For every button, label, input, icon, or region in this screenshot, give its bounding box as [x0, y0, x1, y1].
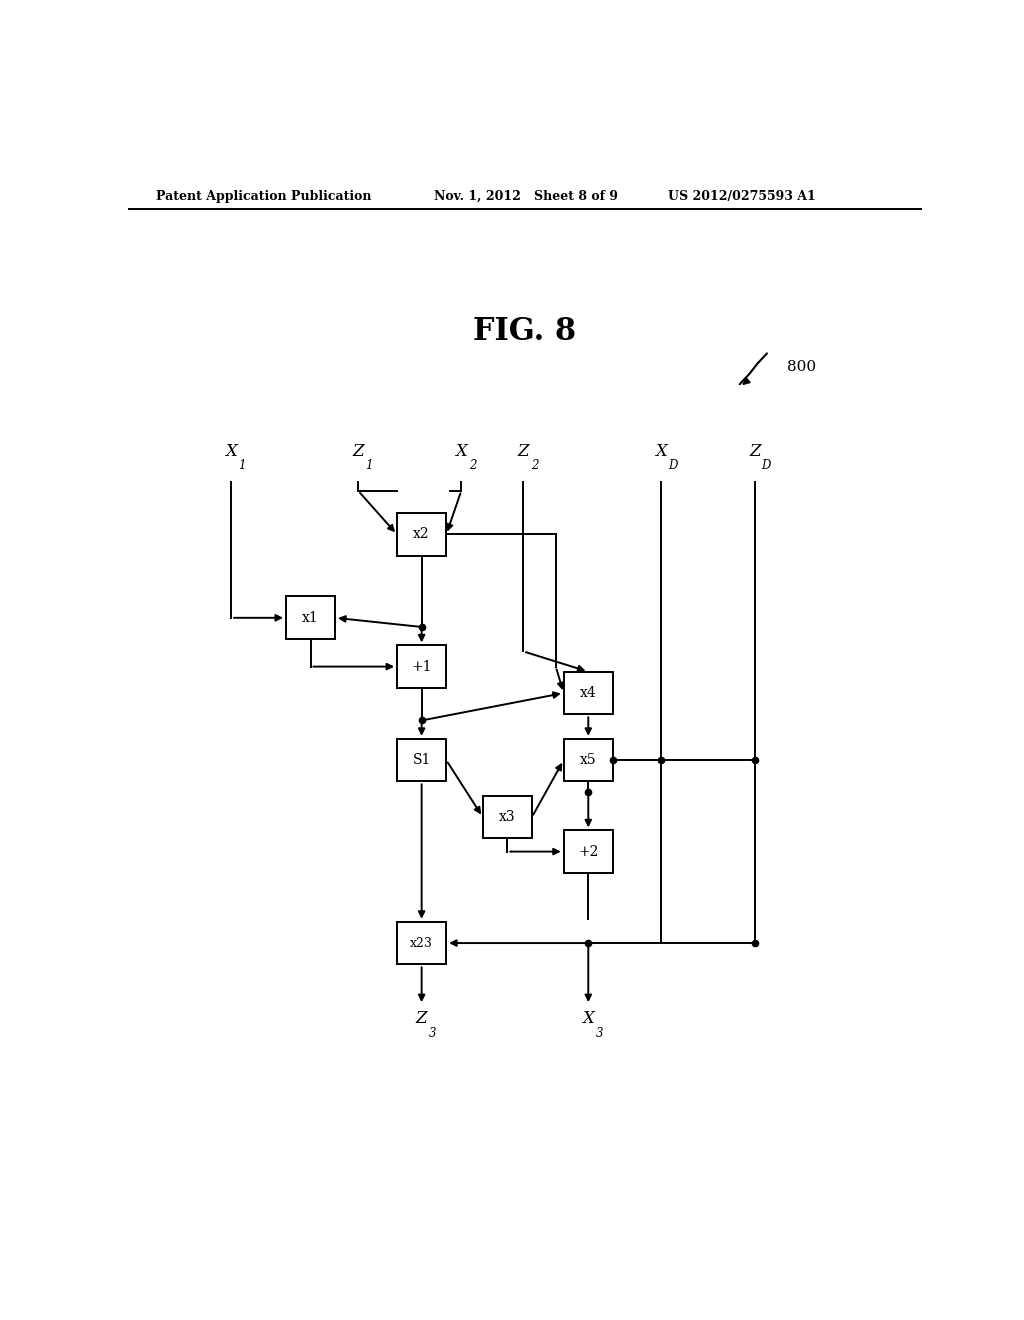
FancyBboxPatch shape [397, 921, 446, 965]
Text: Nov. 1, 2012   Sheet 8 of 9: Nov. 1, 2012 Sheet 8 of 9 [433, 190, 617, 202]
Text: S1: S1 [413, 754, 431, 767]
Text: x1: x1 [302, 611, 318, 624]
FancyBboxPatch shape [563, 739, 613, 781]
Text: Z: Z [416, 1010, 427, 1027]
Text: D: D [668, 459, 677, 473]
Text: Z: Z [750, 444, 761, 461]
Text: FIG. 8: FIG. 8 [473, 315, 577, 347]
FancyBboxPatch shape [563, 672, 613, 714]
FancyBboxPatch shape [397, 513, 446, 556]
Text: US 2012/0275593 A1: US 2012/0275593 A1 [668, 190, 815, 202]
Text: 800: 800 [786, 360, 816, 374]
Text: +2: +2 [579, 845, 598, 858]
FancyBboxPatch shape [397, 645, 446, 688]
Text: x2: x2 [414, 528, 430, 541]
Text: x4: x4 [580, 686, 597, 700]
FancyBboxPatch shape [286, 597, 335, 639]
FancyBboxPatch shape [563, 830, 613, 873]
FancyBboxPatch shape [397, 739, 446, 781]
Text: Patent Application Publication: Patent Application Publication [156, 190, 372, 202]
Text: +1: +1 [412, 660, 432, 673]
Text: 1: 1 [366, 459, 373, 473]
Text: 2: 2 [530, 459, 538, 473]
FancyBboxPatch shape [482, 796, 531, 838]
Text: X: X [655, 444, 668, 461]
Text: 3: 3 [596, 1027, 603, 1040]
Text: x3: x3 [499, 810, 516, 824]
Text: x23: x23 [411, 937, 433, 949]
Text: X: X [225, 444, 238, 461]
Text: D: D [762, 459, 771, 473]
Text: X: X [456, 444, 467, 461]
Text: x5: x5 [580, 754, 597, 767]
Text: Z: Z [352, 444, 364, 461]
Text: 2: 2 [469, 459, 476, 473]
Text: Z: Z [517, 444, 529, 461]
Text: 1: 1 [239, 459, 246, 473]
Text: 3: 3 [429, 1027, 436, 1040]
Text: X: X [583, 1010, 594, 1027]
